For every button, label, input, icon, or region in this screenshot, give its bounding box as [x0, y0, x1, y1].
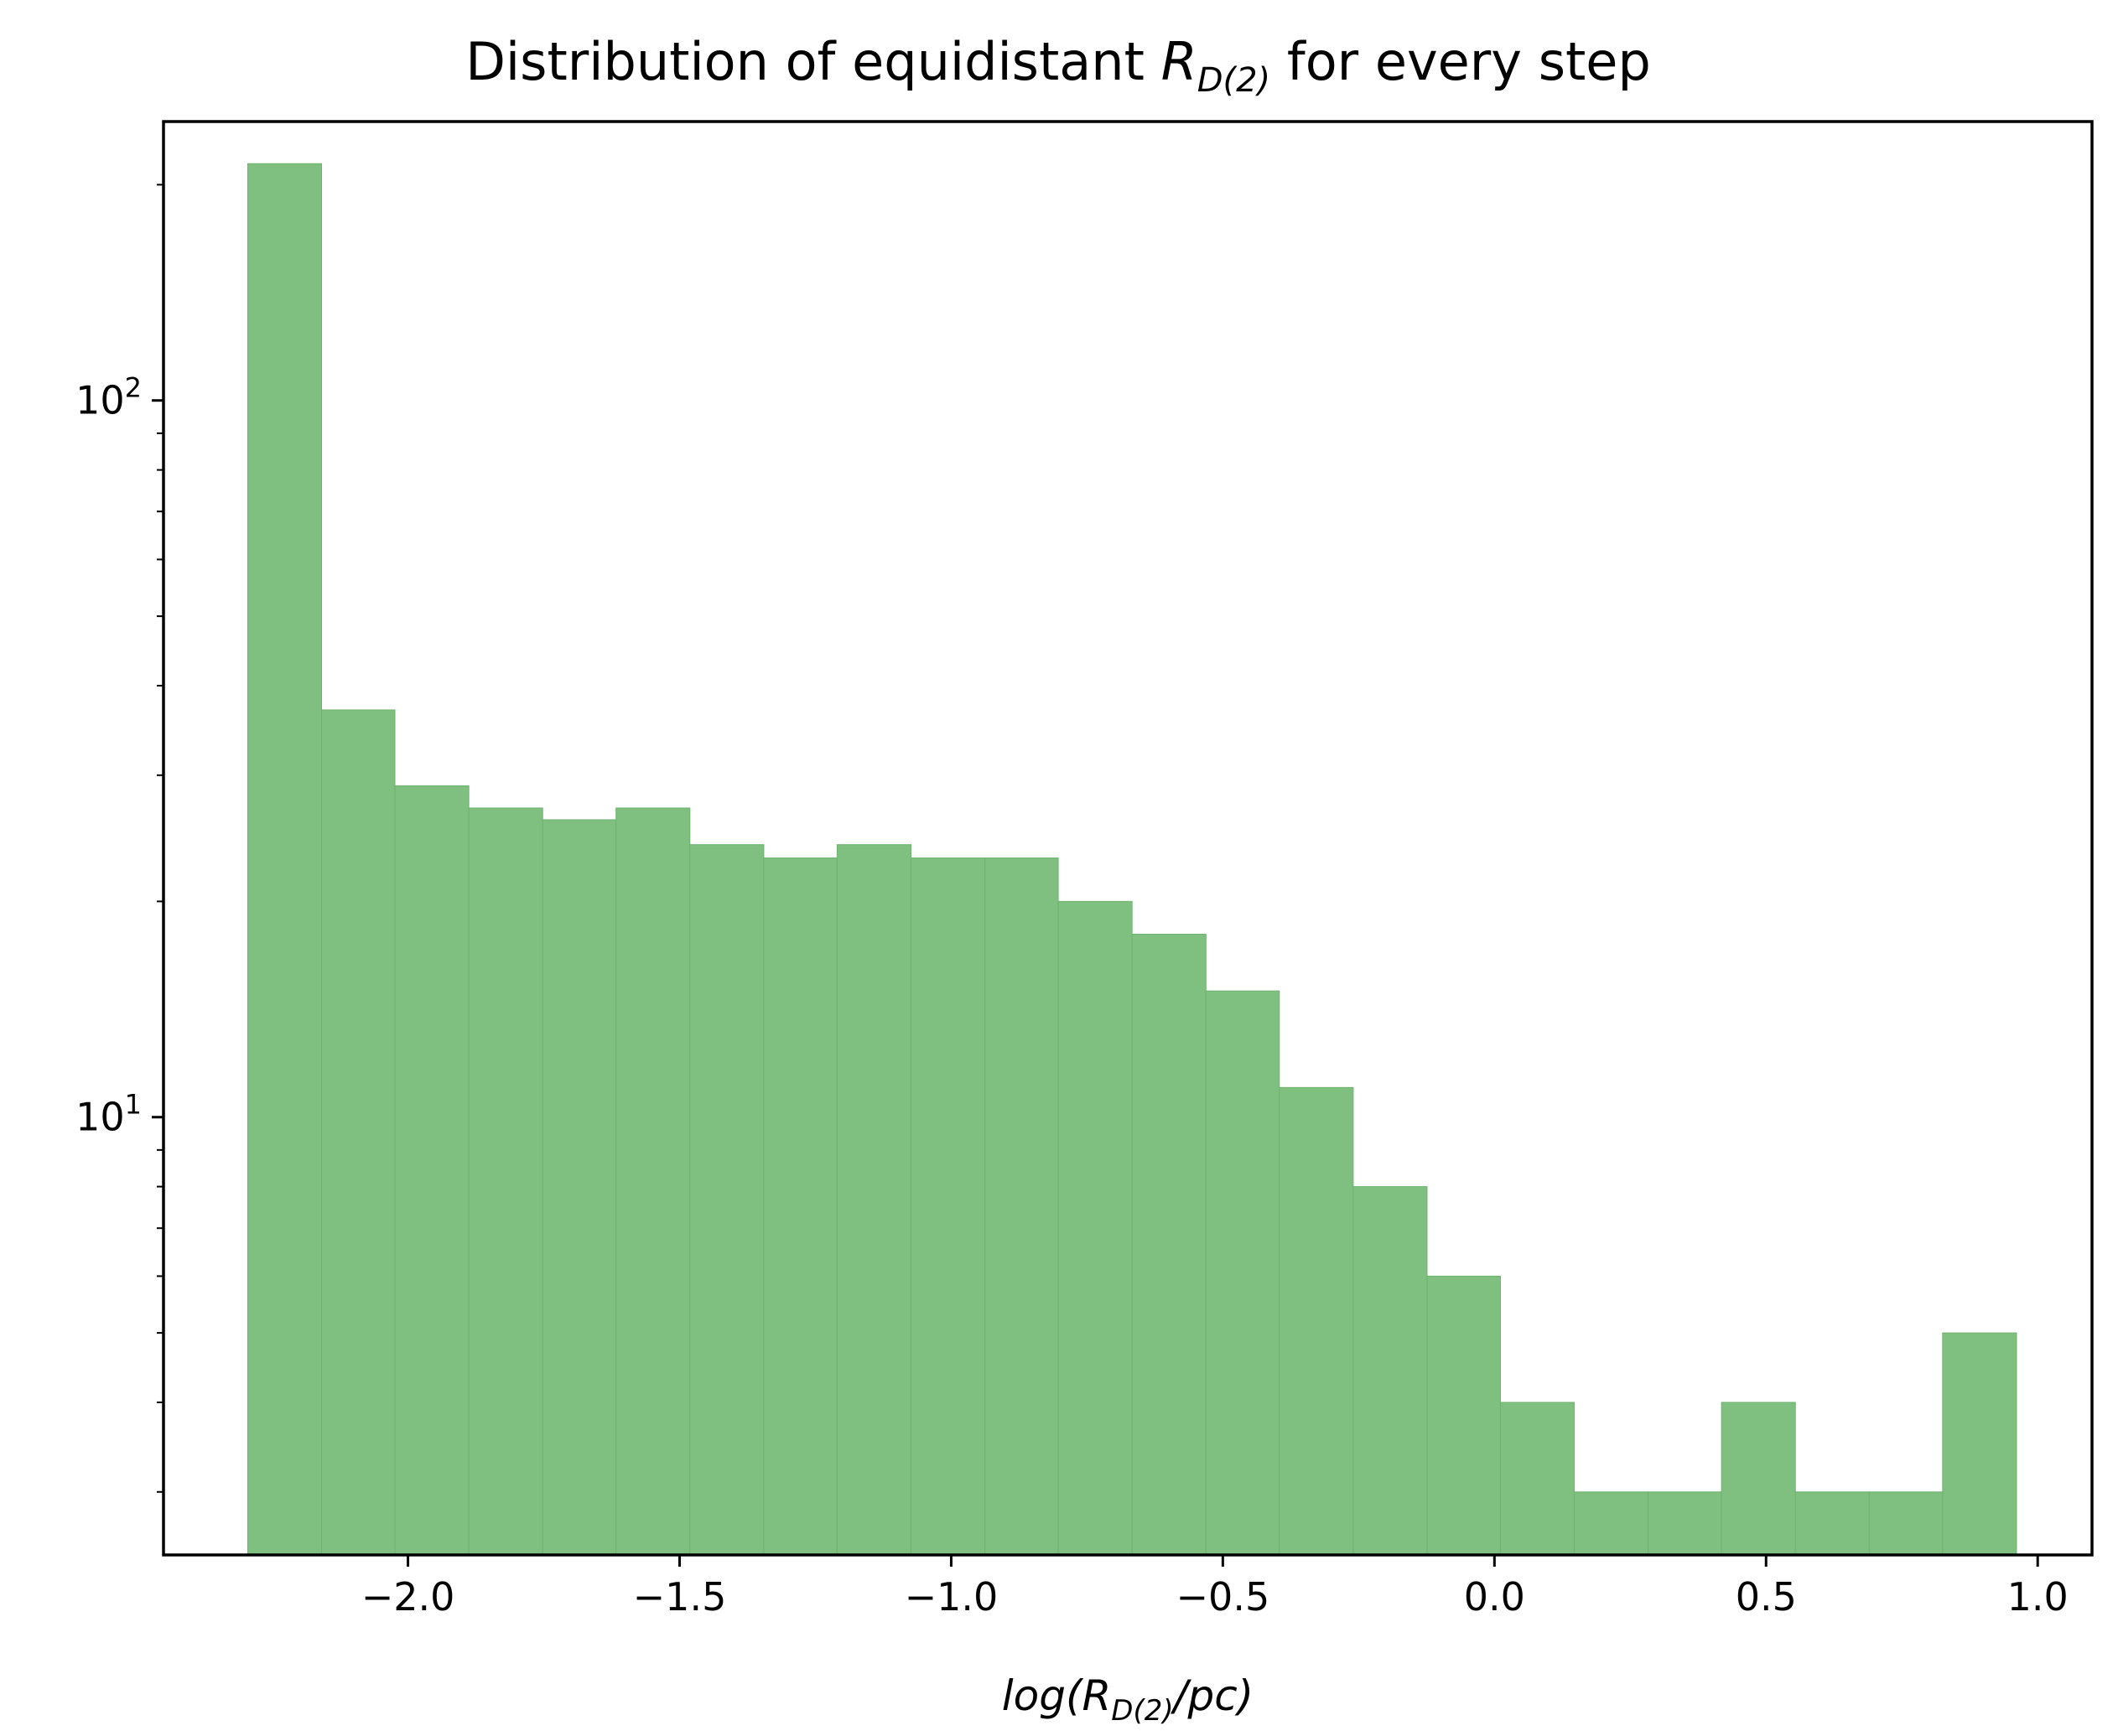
y-tick-base: 10	[75, 1095, 125, 1140]
histogram-bar	[984, 857, 1059, 1556]
histogram-bar	[1279, 1086, 1354, 1556]
histogram-bar	[1426, 1275, 1501, 1556]
y-tick-label: 101	[75, 1089, 142, 1140]
x-tick-label: 0.0	[1464, 1574, 1525, 1619]
x-axis-label: log(RD(2)/pc)	[1002, 1671, 1254, 1728]
chart-title-sub: D(2)	[1197, 61, 1270, 100]
x-label-suffix: /pc)	[1171, 1671, 1254, 1720]
histogram-bar	[1794, 1491, 1870, 1556]
histogram-bar	[689, 844, 765, 1556]
histogram-bar	[394, 785, 470, 1556]
chart-title-var: R	[1161, 31, 1197, 92]
chart-title-suffix: for every step	[1270, 31, 1651, 92]
x-tick-label: 0.5	[1736, 1574, 1797, 1619]
x-label-sub: D(2)	[1111, 1694, 1173, 1728]
histogram-bar	[1942, 1332, 2017, 1556]
x-tick-label: −0.5	[1176, 1574, 1270, 1619]
histogram-bar	[1205, 990, 1280, 1556]
histogram-bar	[321, 709, 396, 1556]
chart-title: Distribution of equidistant RD(2) for ev…	[465, 31, 1651, 100]
histogram-bar	[468, 807, 543, 1556]
histogram-bar	[1868, 1491, 1944, 1556]
x-label-prefix: log(	[1002, 1671, 1084, 1720]
y-tick-exponent: 1	[125, 1089, 142, 1121]
x-tick-label: 1.0	[2007, 1574, 2069, 1619]
histogram-bar	[1721, 1402, 1796, 1556]
x-label-var: R	[1082, 1671, 1112, 1720]
y-tick-exponent: 2	[125, 372, 142, 404]
chart-title-prefix: Distribution of equidistant	[465, 31, 1160, 92]
histogram-bar	[836, 844, 911, 1556]
x-tick-label: −2.0	[361, 1574, 455, 1619]
y-tick-label: 102	[75, 372, 142, 423]
histogram-bar	[1057, 900, 1133, 1556]
histogram-bar	[763, 857, 838, 1556]
x-tick-label: −1.5	[633, 1574, 727, 1619]
histogram-bar	[542, 819, 617, 1556]
bars-group	[247, 163, 2017, 1556]
histogram-bar	[1352, 1186, 1428, 1556]
histogram-bar	[910, 857, 986, 1556]
x-axis: −2.0 −1.5 −1.0 −0.5 0.0 0.5 1.0	[361, 1555, 2069, 1619]
plot-frame	[162, 120, 2094, 1557]
y-tick-base: 10	[75, 378, 125, 423]
histogram-bar	[247, 163, 323, 1556]
x-tick-label: −1.0	[905, 1574, 999, 1619]
histogram-bar	[1131, 933, 1207, 1556]
histogram-bar	[1499, 1402, 1576, 1556]
histogram-bar	[1574, 1491, 1649, 1556]
histogram-bar	[615, 807, 691, 1556]
histogram-bar	[1648, 1491, 1722, 1556]
